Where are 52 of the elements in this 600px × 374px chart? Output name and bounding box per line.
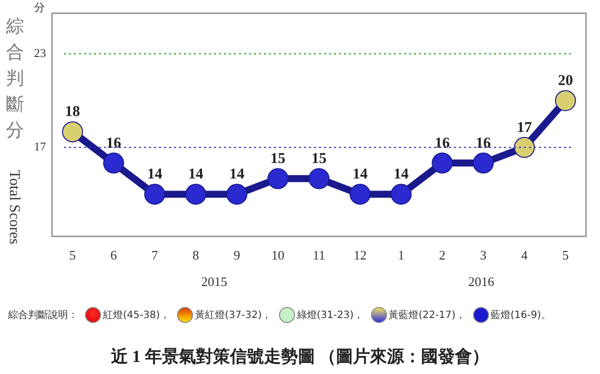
text: 2016 xyxy=(468,274,494,290)
data-label: 17 xyxy=(516,120,532,136)
text: 分 xyxy=(34,0,45,15)
point xyxy=(350,184,371,205)
data-label: 16 xyxy=(476,135,492,152)
x-tick-label: 6 xyxy=(110,248,118,263)
x-tick-label: 5 xyxy=(69,248,76,263)
x-tick-label: 7 xyxy=(151,248,158,263)
y-axis-title: 綜合判斷分 xyxy=(6,15,25,143)
point xyxy=(432,152,453,174)
x-tick-label: 11 xyxy=(312,248,326,263)
data-label: 15 xyxy=(270,151,286,168)
x-tick-label: 9 xyxy=(234,248,240,263)
text: 綠燈(31-23)， xyxy=(296,308,364,322)
x-tick-label: 8 xyxy=(192,248,200,263)
y-tick-label: 23 xyxy=(34,46,46,60)
x-tick-label: 10 xyxy=(271,248,284,263)
x-tick-label: 1 xyxy=(398,248,404,263)
x-tick-label: 12 xyxy=(354,248,367,263)
data-label: 16 xyxy=(106,135,122,152)
point xyxy=(185,184,206,205)
text: 綜合判斷說明： xyxy=(8,308,78,322)
text: 黃紅燈(37-32)， xyxy=(194,308,272,322)
data-label: 15 xyxy=(312,151,326,168)
x-tick-label: 4 xyxy=(521,248,528,263)
data-label: 14 xyxy=(229,166,245,183)
point xyxy=(267,168,288,190)
text: Total Scores xyxy=(5,170,22,244)
point xyxy=(103,152,124,174)
data-label: 14 xyxy=(352,166,368,183)
text: 黃藍燈(22-17)， xyxy=(388,308,466,322)
point xyxy=(144,184,166,205)
text: 近 1 年景氣對策信號走勢圖 （圖片來源：國發會） xyxy=(110,346,490,368)
point xyxy=(308,168,330,190)
point xyxy=(472,152,494,174)
data-label: 14 xyxy=(188,166,204,183)
data-label: 18 xyxy=(65,104,80,120)
text: 藍燈(16-9)。 xyxy=(490,308,551,322)
x-tick-label: 3 xyxy=(480,248,487,263)
point xyxy=(554,90,576,112)
text: 紅燈(45-38)， xyxy=(103,309,170,322)
data-label: 16 xyxy=(434,135,450,152)
point xyxy=(226,184,248,205)
x-tick-label: 5 xyxy=(562,248,569,263)
data-label: 20 xyxy=(558,72,573,89)
data-label: 14 xyxy=(147,166,163,183)
point xyxy=(514,136,535,158)
point xyxy=(390,184,412,205)
data-label: 14 xyxy=(394,166,410,183)
x-tick-label: 2 xyxy=(438,248,446,263)
point xyxy=(62,121,84,142)
text: 2015 xyxy=(201,274,228,290)
